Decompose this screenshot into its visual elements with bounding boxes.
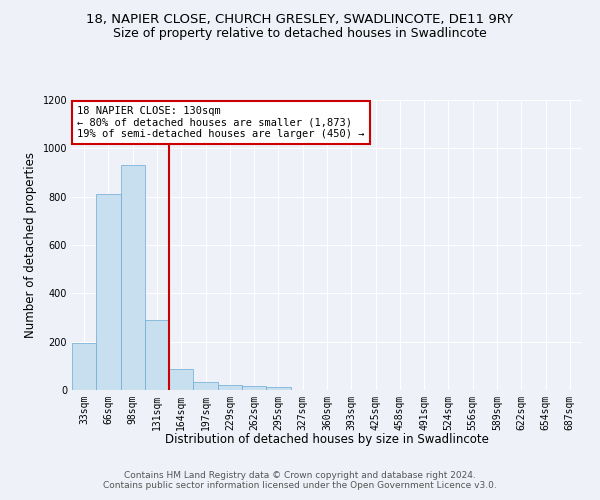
Text: Contains HM Land Registry data © Crown copyright and database right 2024.
Contai: Contains HM Land Registry data © Crown c…	[103, 470, 497, 490]
Text: Distribution of detached houses by size in Swadlincote: Distribution of detached houses by size …	[165, 432, 489, 446]
Y-axis label: Number of detached properties: Number of detached properties	[24, 152, 37, 338]
Bar	[72, 344, 96, 390]
Bar	[242, 386, 266, 390]
Text: 18 NAPIER CLOSE: 130sqm
← 80% of detached houses are smaller (1,873)
19% of semi: 18 NAPIER CLOSE: 130sqm ← 80% of detache…	[77, 106, 365, 139]
Text: 18, NAPIER CLOSE, CHURCH GRESLEY, SWADLINCOTE, DE11 9RY: 18, NAPIER CLOSE, CHURCH GRESLEY, SWADLI…	[86, 12, 514, 26]
Bar	[218, 385, 242, 390]
Bar	[266, 387, 290, 390]
Bar	[121, 165, 145, 390]
Bar	[193, 382, 218, 390]
Text: Size of property relative to detached houses in Swadlincote: Size of property relative to detached ho…	[113, 28, 487, 40]
Bar	[169, 370, 193, 390]
Bar	[145, 320, 169, 390]
Bar	[96, 194, 121, 390]
